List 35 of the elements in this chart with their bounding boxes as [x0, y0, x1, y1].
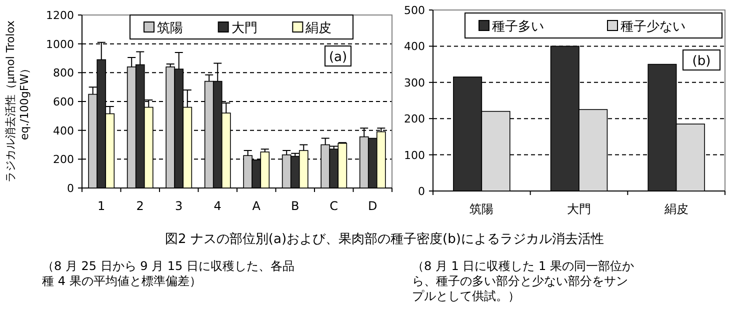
y-tick-label: 400 [404, 40, 425, 54]
y-tick-label: 800 [53, 66, 74, 80]
x-tick-label: B [291, 199, 300, 213]
y-tick-label: 200 [404, 112, 425, 126]
legend-label: 大門 [231, 21, 258, 36]
y-tick-label: 400 [53, 124, 74, 138]
x-tick-label: C [330, 199, 338, 213]
y-tick-label: 500 [404, 4, 425, 17]
x-tick-label: 大門 [567, 202, 591, 216]
y-tick-label: 200 [53, 153, 74, 166]
y-tick-label: 300 [404, 76, 425, 90]
annotation: (a) [328, 50, 348, 65]
y-axis-title: ラジカル消去活性（μmol Trolox eq./100gFW） [4, 20, 31, 183]
y-tick-label: 0 [418, 185, 425, 198]
text: （8 月 25 日から 9 月 15 日に収穫した、各品種 4 果の平均値と標準偏差） [42, 259, 295, 288]
annotation: (b) [692, 54, 711, 69]
x-tick-label: D [368, 199, 378, 213]
text: （8 月 1 日に収穫した 1 果の同一部位から、種子の多い部分と少ない部分をサンプルとして供試。） [412, 259, 634, 303]
legend-label: 種子多い [492, 20, 544, 34]
y-tick-label: 0 [67, 182, 74, 195]
x-tick-label: 絹皮 [663, 202, 688, 216]
y-tick-label: 1200 [46, 9, 74, 22]
x-tick-label: 3 [175, 199, 183, 213]
legend-label: 種子少ない [620, 20, 686, 34]
x-tick-label: 筑陽 [470, 202, 494, 216]
y-tick-label: 600 [53, 96, 74, 108]
x-tick-label: 2 [136, 199, 144, 213]
x-tick-label: A [252, 199, 262, 213]
x-tick-label: 1 [98, 199, 106, 213]
legend-label: 絹皮 [304, 21, 332, 36]
legend-label: 筑陽 [157, 21, 183, 36]
y-tick-label: 1000 [46, 38, 74, 51]
x-tick-label: 4 [214, 199, 222, 213]
y-tick-label: 100 [404, 148, 425, 162]
caption: 図2 ナスの部位別(a)および、果肉部の種子密度(b)によるラジカル消去活性 [165, 231, 604, 247]
